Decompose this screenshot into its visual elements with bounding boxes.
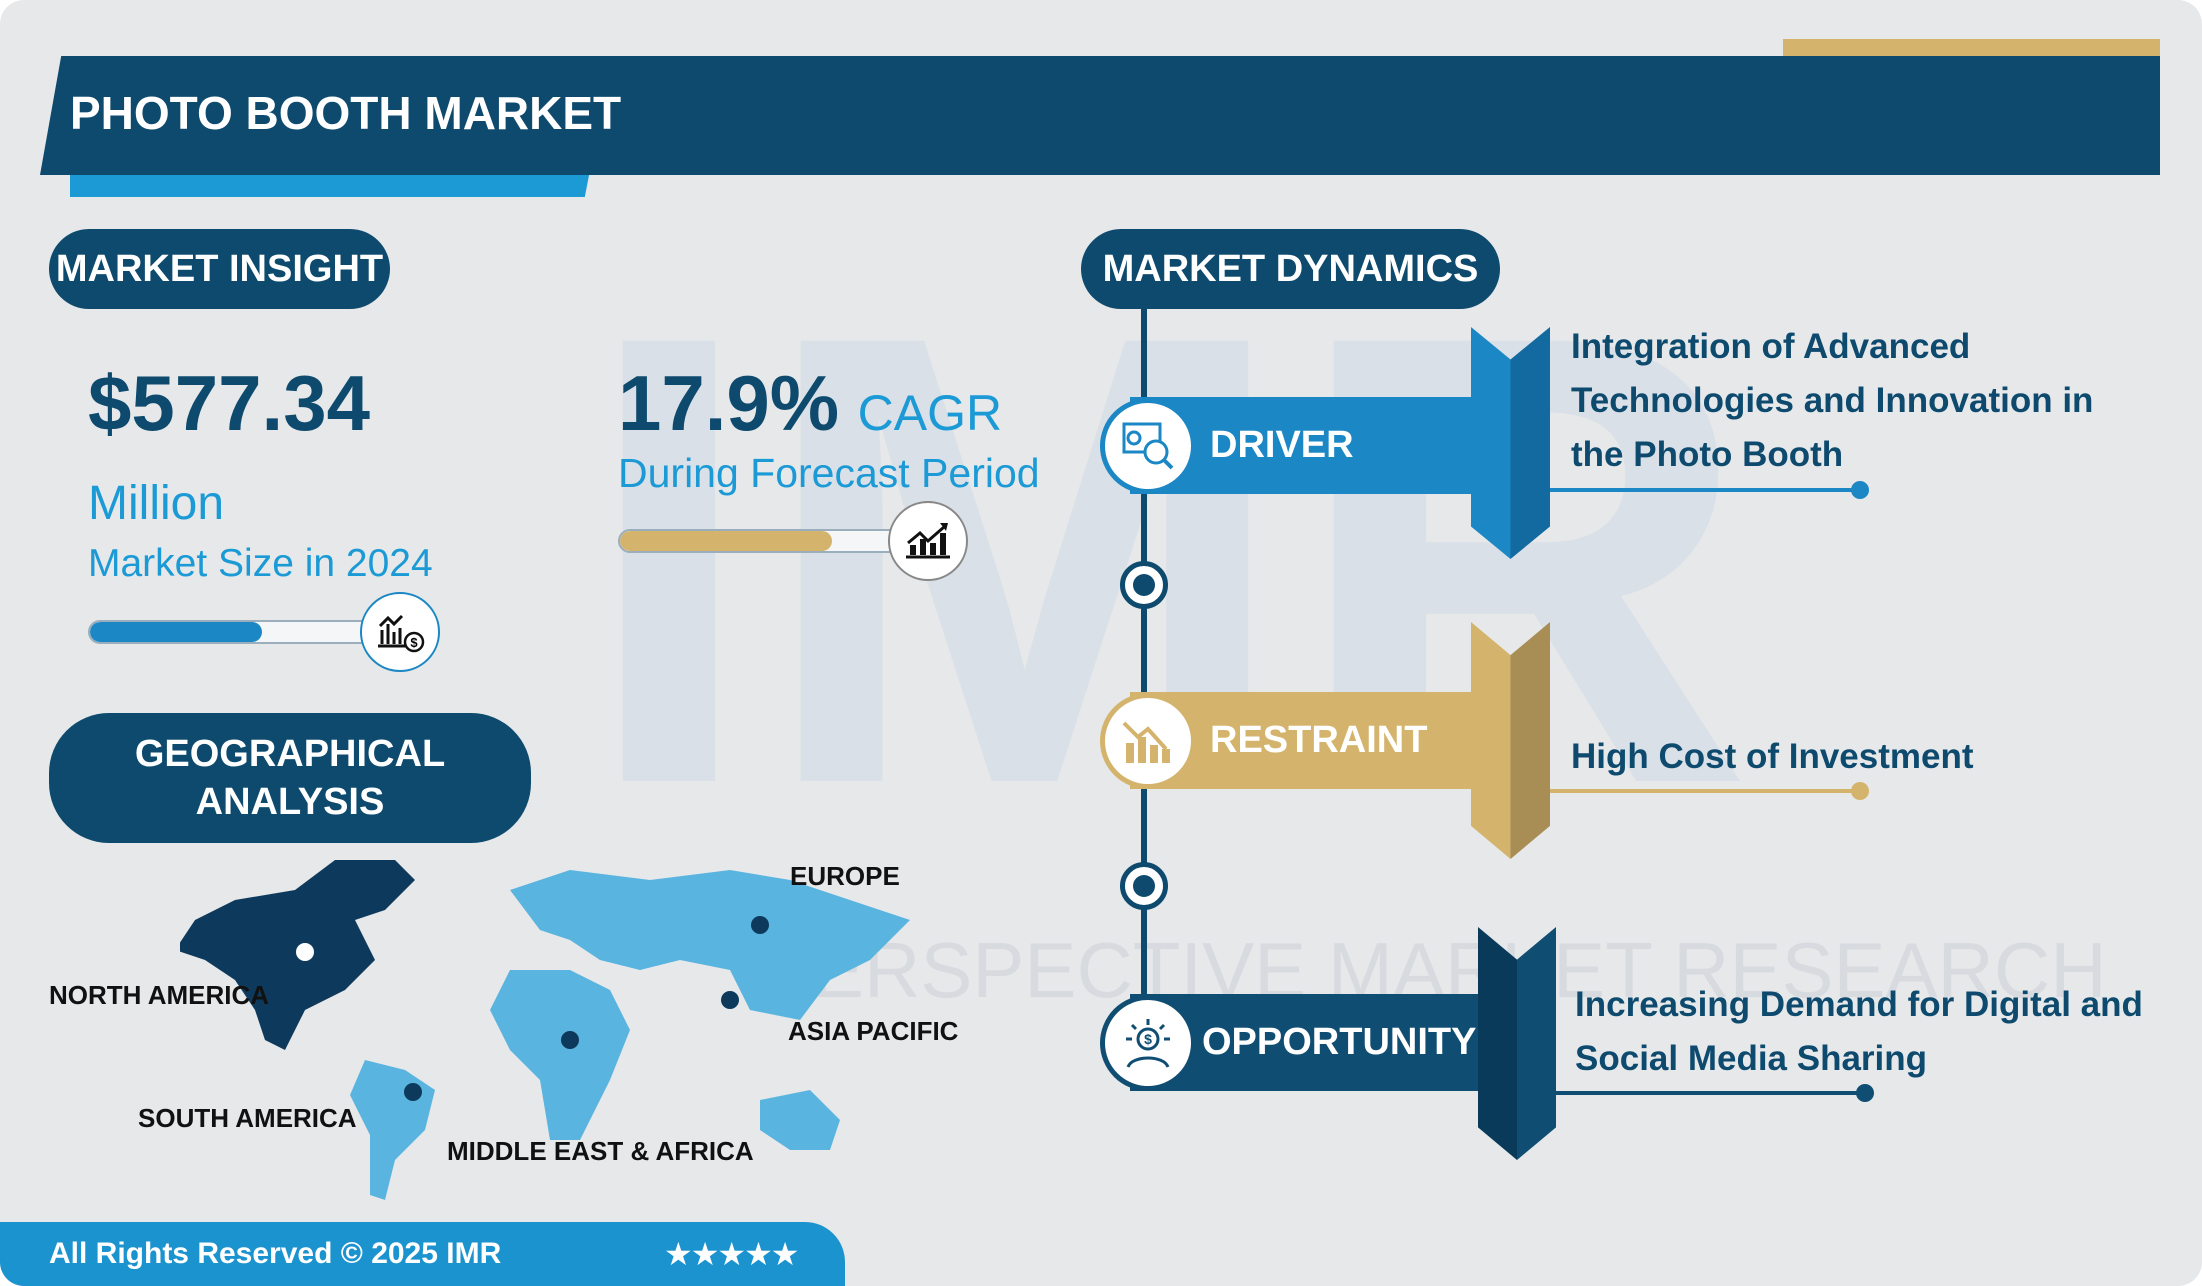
- restraint-line: High Cost of Investment: [1571, 737, 1974, 776]
- analytics-icon: [1100, 398, 1196, 494]
- geo-heading-line2: ANALYSIS: [195, 781, 385, 823]
- region-middle-east-africa: MIDDLE EAST & AFRICA: [447, 1136, 754, 1166]
- restraint-underline: [1550, 782, 1869, 800]
- world-map: [180, 860, 910, 1200]
- declining-chart-icon: [1100, 693, 1196, 789]
- idea-dollar-icon: $: [1100, 995, 1196, 1091]
- geographical-analysis-heading: GEOGRAPHICAL ANALYSIS: [49, 713, 531, 843]
- region-asia-pacific: ASIA PACIFIC: [788, 1016, 959, 1046]
- opportunity-line: Increasing Demand for Digital and: [1575, 985, 2143, 1024]
- map-south-america: [350, 1060, 435, 1200]
- region-europe: EUROPE: [790, 861, 900, 891]
- market-insight-heading: MARKET INSIGHT: [49, 229, 390, 309]
- svg-text:$: $: [1144, 1031, 1152, 1047]
- rating-stars: ★★★★★: [664, 1236, 799, 1272]
- driver-line: the Photo Booth: [1571, 435, 1844, 474]
- market-size-progress: [88, 620, 378, 644]
- header-bar: [40, 56, 2160, 175]
- page-title: PHOTO BOOTH MARKET: [70, 87, 622, 139]
- map-australia: [760, 1090, 840, 1150]
- svg-text:$: $: [410, 635, 418, 650]
- geo-heading-line1: GEOGRAPHICAL: [134, 733, 446, 775]
- cagr-value: 17.9% CAGR: [618, 358, 1002, 449]
- cagr-period: During Forecast Period: [618, 450, 1040, 496]
- restraint-chevron: [1471, 622, 1550, 859]
- opportunity-description: Increasing Demand for Digital and Social…: [1575, 978, 2143, 1086]
- opportunity-line: Social Media Sharing: [1575, 1039, 1928, 1078]
- cagr-percent: 17.9%: [618, 359, 840, 447]
- driver-line: Technologies and Innovation in: [1571, 381, 2094, 420]
- region-north-america: NORTH AMERICA: [49, 980, 270, 1010]
- map-europe-asia: [510, 870, 910, 1020]
- header-accent-gold: [1783, 39, 2160, 59]
- timeline-node: [1120, 561, 1168, 609]
- footer: All Rights Reserved © 2025 IMR ★★★★★: [0, 1222, 845, 1286]
- market-size-label: Market Size in 2024: [88, 542, 433, 585]
- market-size-unit: Million: [88, 477, 225, 530]
- market-size-value: $577.34: [88, 359, 370, 447]
- chart-dollar-icon: $: [360, 592, 440, 672]
- region-south-america: SOUTH AMERICA: [138, 1103, 357, 1133]
- driver-description: Integration of Advanced Technologies and…: [1571, 320, 2093, 482]
- timeline-node: [1120, 862, 1168, 910]
- copyright-text: All Rights Reserved © 2025 IMR: [49, 1237, 502, 1270]
- opportunity-chevron: [1478, 927, 1556, 1160]
- growth-chart-icon: [888, 501, 968, 581]
- driver-chevron: [1471, 327, 1550, 559]
- cagr-progress: [618, 529, 908, 553]
- driver-line: Integration of Advanced: [1571, 327, 1971, 366]
- map-africa: [490, 970, 630, 1140]
- cagr-label: CAGR: [857, 385, 1003, 441]
- market-dynamics-heading: MARKET DYNAMICS: [1081, 229, 1500, 309]
- opportunity-underline: [1556, 1084, 1874, 1102]
- restraint-description: High Cost of Investment: [1571, 730, 1974, 784]
- driver-underline: [1550, 481, 1869, 499]
- timeline-line: [1141, 300, 1147, 1050]
